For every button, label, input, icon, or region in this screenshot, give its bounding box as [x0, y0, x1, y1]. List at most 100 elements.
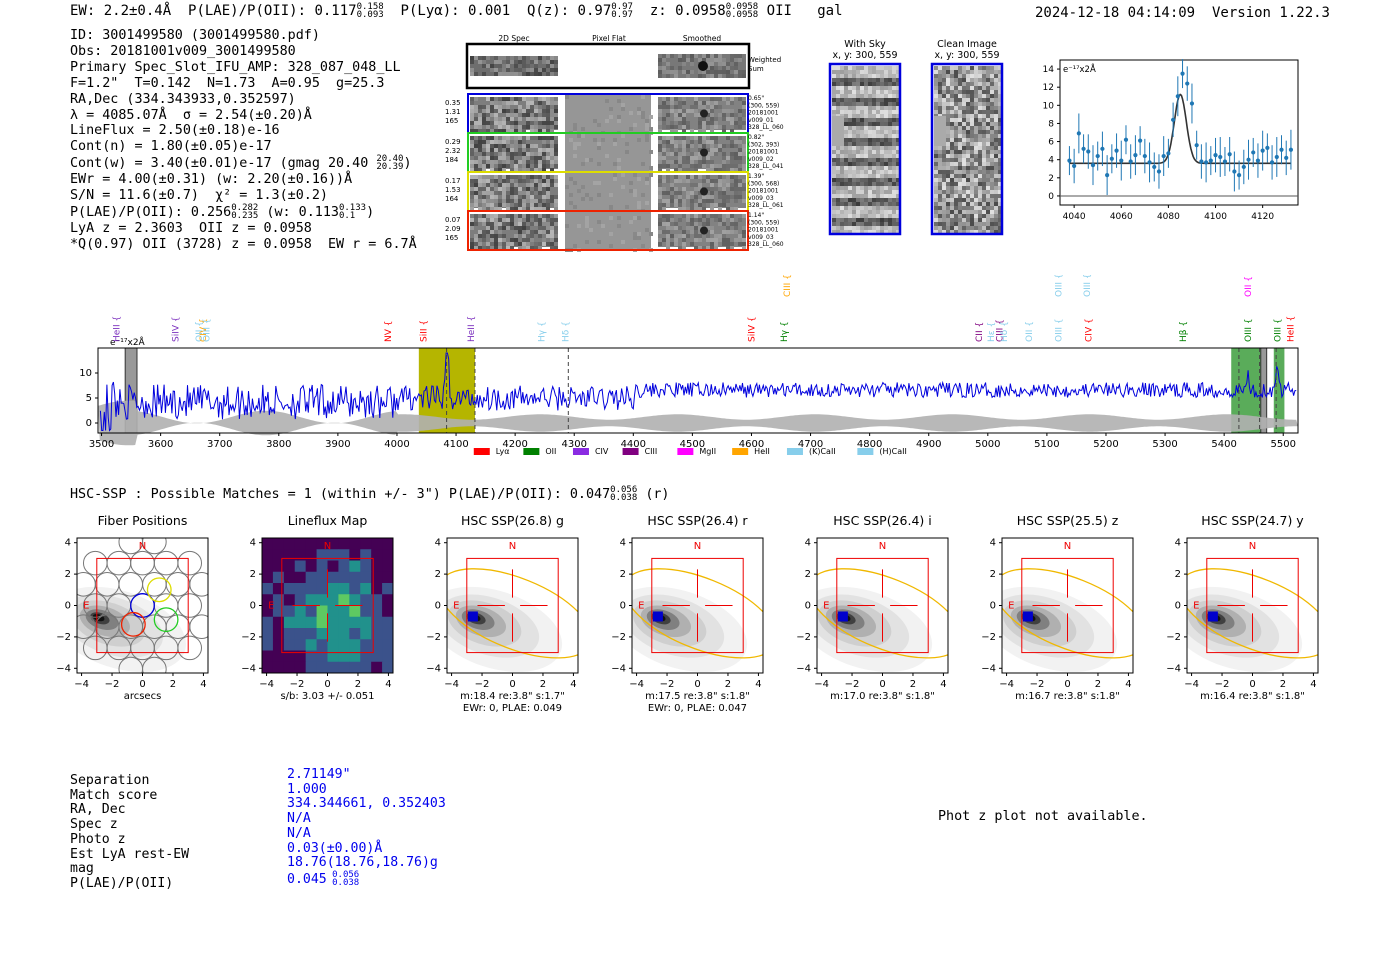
cutout-pixel	[546, 113, 550, 117]
cutout-pixel	[530, 97, 534, 101]
cutout-pixel	[706, 54, 710, 58]
flux-cell	[360, 628, 372, 640]
sky-pixel	[982, 138, 986, 142]
sky-pixel	[836, 110, 840, 114]
sky-pixel	[958, 114, 962, 118]
info-contn: Cont(n) = 1.80(±0.05)e-17	[70, 139, 272, 155]
sky-pixel	[840, 78, 844, 82]
cutout-pixel	[526, 246, 530, 250]
zoom-data-point	[1236, 172, 1242, 178]
sky-pixel	[844, 70, 848, 74]
sky-pixel	[970, 150, 974, 154]
sky-pixel	[934, 182, 938, 186]
sky-pixel	[896, 150, 900, 154]
sky-pixel	[938, 66, 942, 70]
cutout-pixel	[670, 144, 674, 148]
sky-pixel	[844, 134, 848, 138]
sky-pixel	[954, 82, 958, 86]
cutout-pixel	[554, 218, 558, 222]
sky-pixel	[836, 182, 840, 186]
cutout-pixel	[581, 185, 585, 189]
flux-cell	[371, 560, 383, 573]
cutout-pixel	[617, 166, 621, 170]
cutout-pixel	[534, 129, 538, 133]
cutout-pixel	[686, 148, 690, 152]
fiber-row-meta: 328_LL_060	[748, 241, 784, 248]
sky-pixel	[990, 182, 994, 186]
sky-pixel	[982, 110, 986, 114]
sky-pixel	[868, 190, 872, 194]
sky-pixel	[954, 202, 958, 206]
sky-pixel	[974, 178, 978, 182]
sky-pixel	[998, 222, 1002, 226]
legend-label: OII	[545, 447, 556, 456]
cutout-pixel	[542, 179, 546, 183]
sky-pixel	[880, 194, 884, 198]
cutout-pixel	[502, 164, 506, 168]
sky-pixel	[958, 222, 962, 226]
cutout-pixel	[522, 187, 526, 191]
cutout-pixel	[686, 168, 690, 172]
sky-pixel	[832, 190, 836, 194]
cutout-pixel	[506, 164, 510, 168]
cutout-pixel	[738, 97, 742, 101]
cutout-pixel	[542, 117, 546, 121]
cutout-pixel	[742, 113, 746, 117]
zoom-data-point	[1208, 158, 1213, 163]
sky-pixel	[970, 82, 974, 86]
sky-pixel	[998, 102, 1002, 106]
sky-pixel	[942, 106, 946, 110]
cutout-pixel	[502, 191, 506, 195]
sky-pixel	[986, 226, 990, 230]
sky-pixel	[998, 162, 1002, 166]
sky-pixel	[832, 202, 836, 206]
flux-cell	[262, 583, 274, 595]
sky-pixel	[982, 210, 986, 214]
fiber-row-stat: 184	[445, 156, 459, 164]
cutout-pixel	[506, 195, 510, 199]
cutout-pixel	[573, 123, 577, 127]
sky-pixel	[942, 146, 946, 150]
sky-pixel	[962, 102, 966, 106]
sky-pixel	[840, 86, 844, 90]
sky-pixel	[876, 186, 880, 190]
cutout-pixel	[629, 111, 633, 115]
cutout-pixel	[554, 152, 558, 156]
cutout-pixel	[506, 199, 510, 203]
cutout-pixel	[690, 203, 694, 207]
cutout-pixel	[658, 191, 662, 195]
cutout-pixel	[734, 160, 738, 164]
zoom-data-point	[1284, 155, 1289, 160]
sky-pixel	[836, 214, 840, 218]
sky-pixel	[974, 230, 978, 234]
sky-pixel	[860, 214, 864, 218]
sky-pixel	[994, 126, 998, 130]
cutout-pixel	[518, 152, 522, 156]
sky-pixel	[978, 94, 982, 98]
cutout-pixel	[589, 228, 593, 232]
cutout-pixel	[678, 117, 682, 121]
sky-pixel	[990, 114, 994, 118]
sky-pixel	[864, 82, 868, 86]
sky-title: With Sky	[844, 39, 886, 50]
cutout-pixel	[718, 168, 722, 172]
cutout-pixel	[678, 101, 682, 105]
cutout-pixel	[605, 119, 609, 123]
zoom-data-point	[1114, 148, 1119, 153]
sky-pixel	[880, 230, 884, 234]
cutout-pixel	[629, 220, 633, 224]
cutout-pixel	[538, 109, 542, 113]
cutout-pixel	[662, 125, 666, 129]
flux-cell	[327, 594, 339, 606]
sky-pixel	[856, 190, 860, 194]
cutout-pixel	[581, 134, 585, 138]
sky-pixel	[864, 202, 868, 206]
flux-cell	[349, 560, 361, 573]
cutout-pixel	[482, 191, 486, 195]
cutout-pixel	[554, 164, 558, 168]
sky-pixel	[970, 230, 974, 234]
sky-pixel	[942, 190, 946, 194]
cutout-pixel	[637, 111, 641, 115]
cutout-pixel	[514, 222, 518, 226]
cutout-pixel	[482, 156, 486, 160]
